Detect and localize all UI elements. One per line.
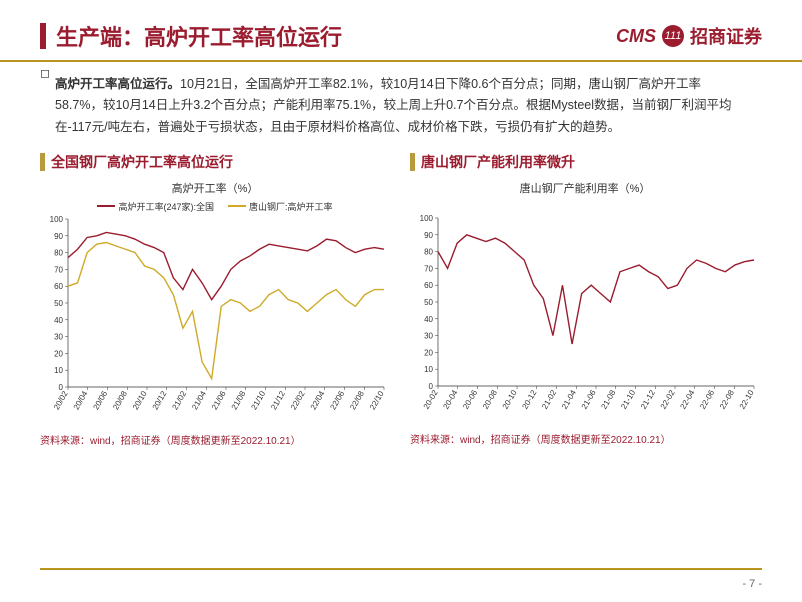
svg-text:21/02: 21/02 [170, 389, 188, 411]
svg-text:21/08: 21/08 [230, 389, 248, 411]
legend-label: 唐山钢厂:高炉开工率 [249, 200, 333, 213]
svg-text:21-12: 21-12 [639, 388, 657, 411]
chart-title-bar [40, 153, 45, 171]
svg-text:20-02: 20-02 [422, 388, 440, 411]
legend-label: 高炉开工率(247家):全国 [118, 200, 214, 213]
footer-divider [40, 568, 762, 570]
svg-text:50: 50 [424, 298, 433, 307]
svg-text:10: 10 [424, 365, 433, 374]
svg-text:21-10: 21-10 [619, 388, 637, 411]
svg-text:70: 70 [424, 264, 433, 273]
svg-text:20: 20 [424, 348, 433, 357]
bullet-marker: ◻ [40, 66, 50, 80]
svg-text:60: 60 [424, 281, 433, 290]
svg-text:22/02: 22/02 [289, 389, 307, 411]
svg-text:20/06: 20/06 [91, 389, 109, 411]
svg-text:20/02: 20/02 [52, 389, 70, 411]
chart-left-legend: 高炉开工率(247家):全国 唐山钢厂:高炉开工率 [40, 200, 390, 213]
legend-item: 唐山钢厂:高炉开工率 [228, 200, 333, 213]
chart-left-inner-title: 高炉开工率（%） [40, 180, 390, 196]
chart-left-column: 全国钢厂高炉开工率高位运行 高炉开工率（%） 高炉开工率(247家):全国 唐山… [40, 152, 392, 440]
svg-text:20/04: 20/04 [72, 389, 90, 411]
slide-header: 生产端：高炉开工率高位运行 CMS 111 招商证券 [0, 0, 802, 62]
title-bullet [40, 23, 46, 49]
svg-text:60: 60 [54, 282, 63, 291]
source-right: 资料来源：wind，招商证券（周度数据更新至2022.10.21） [410, 431, 760, 446]
svg-text:22/06: 22/06 [328, 389, 346, 411]
spacer [410, 200, 760, 214]
svg-text:100: 100 [50, 215, 64, 224]
svg-text:21-08: 21-08 [599, 388, 617, 411]
legend-item: 高炉开工率(247家):全国 [97, 200, 214, 213]
svg-text:21-06: 21-06 [580, 388, 598, 411]
chart-right-title-wrap: 唐山钢厂产能利用率微升 [410, 152, 762, 172]
svg-text:20-10: 20-10 [501, 388, 519, 411]
svg-text:10: 10 [54, 366, 63, 375]
svg-text:30: 30 [424, 331, 433, 340]
svg-text:22-02: 22-02 [659, 388, 677, 411]
svg-text:20-04: 20-04 [441, 388, 459, 411]
svg-text:20/08: 20/08 [111, 389, 129, 411]
svg-text:21/10: 21/10 [249, 389, 267, 411]
chart-right-column: 唐山钢厂产能利用率微升 唐山钢厂产能利用率（%） 010203040506070… [410, 152, 762, 440]
chart-left-title-wrap: 全国钢厂高炉开工率高位运行 [40, 152, 392, 172]
svg-text:90: 90 [424, 231, 433, 240]
svg-text:22-08: 22-08 [718, 388, 736, 411]
svg-text:90: 90 [54, 232, 63, 241]
svg-text:100: 100 [420, 214, 434, 223]
svg-text:30: 30 [54, 332, 63, 341]
source-left: 资料来源：wind，招商证券（周度数据更新至2022.10.21） [40, 432, 390, 447]
legend-swatch [97, 205, 115, 207]
svg-text:20-12: 20-12 [520, 388, 538, 411]
svg-text:80: 80 [424, 247, 433, 256]
charts-row: 全国钢厂高炉开工率高位运行 高炉开工率（%） 高炉开工率(247家):全国 唐山… [0, 152, 802, 440]
svg-text:20/10: 20/10 [131, 389, 149, 411]
chart-left-box: 高炉开工率（%） 高炉开工率(247家):全国 唐山钢厂:高炉开工率 01020… [40, 180, 390, 440]
chart-right-svg: 010203040506070809010020-0220-0420-0620-… [410, 214, 760, 424]
body-lead: 高炉开工率高位运行。 [55, 77, 180, 91]
brand-logo: CMS 111 招商证券 [616, 23, 762, 49]
legend-swatch [228, 205, 246, 207]
svg-text:20: 20 [54, 349, 63, 358]
svg-text:50: 50 [54, 299, 63, 308]
page-number: - 7 - [742, 578, 762, 590]
svg-text:21/04: 21/04 [190, 389, 208, 411]
chart-right-panel-title: 唐山钢厂产能利用率微升 [421, 152, 575, 172]
svg-text:22-06: 22-06 [698, 388, 716, 411]
chart-right-box: 唐山钢厂产能利用率（%） 010203040506070809010020-02… [410, 180, 760, 440]
svg-text:22/04: 22/04 [309, 389, 327, 411]
svg-text:22/08: 22/08 [348, 389, 366, 411]
chart-left-svg: 010203040506070809010020/0220/0420/0620/… [40, 215, 390, 425]
chart-right-inner-title: 唐山钢厂产能利用率（%） [410, 180, 760, 196]
svg-text:22/10: 22/10 [368, 389, 386, 411]
chart-title-bar [410, 153, 415, 171]
svg-text:22-10: 22-10 [738, 388, 756, 411]
svg-text:20/12: 20/12 [151, 389, 169, 411]
svg-text:21-04: 21-04 [560, 388, 578, 411]
svg-text:20-08: 20-08 [481, 388, 499, 411]
svg-text:21/12: 21/12 [269, 389, 287, 411]
logo-cn-text: 招商证券 [690, 23, 762, 49]
svg-text:21-02: 21-02 [540, 388, 558, 411]
logo-icon: 111 [662, 25, 684, 47]
svg-text:22-04: 22-04 [678, 388, 696, 411]
page-title: 生产端：高炉开工率高位运行 [56, 20, 342, 52]
logo-cms-text: CMS [616, 26, 656, 47]
svg-text:80: 80 [54, 248, 63, 257]
title-wrap: 生产端：高炉开工率高位运行 [40, 20, 342, 52]
svg-text:40: 40 [54, 316, 63, 325]
svg-text:21/06: 21/06 [210, 389, 228, 411]
svg-text:40: 40 [424, 315, 433, 324]
svg-text:70: 70 [54, 265, 63, 274]
body-paragraph: 高炉开工率高位运行。10月21日，全国高炉开工率82.1%，较10月14日下降0… [0, 62, 802, 146]
svg-text:20-06: 20-06 [461, 388, 479, 411]
chart-left-panel-title: 全国钢厂高炉开工率高位运行 [51, 152, 233, 172]
